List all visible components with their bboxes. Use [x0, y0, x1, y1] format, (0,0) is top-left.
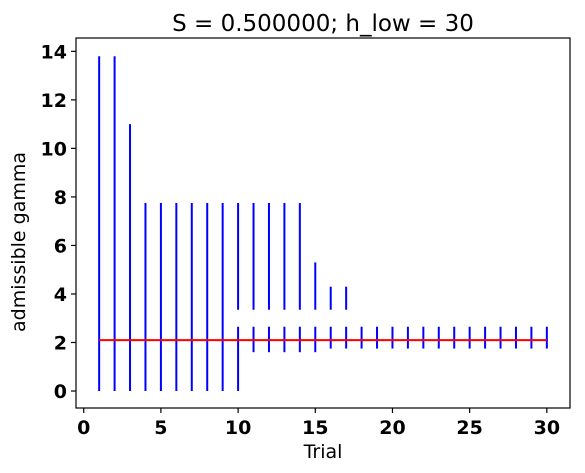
- y-tick-label-12: 12: [41, 90, 67, 112]
- y-tick-label-6: 6: [54, 235, 67, 257]
- x-tick-label-10: 10: [225, 417, 251, 439]
- plot-frame: [75, 37, 571, 409]
- x-tick-label-5: 5: [154, 417, 167, 439]
- x-axis-label: Trial: [303, 441, 343, 463]
- y-tick-label-10: 10: [41, 138, 67, 160]
- y-tick-label-8: 8: [54, 187, 67, 209]
- x-tick-label-25: 25: [456, 417, 482, 439]
- y-tick-label-4: 4: [54, 284, 67, 306]
- y-tick-label-14: 14: [41, 41, 67, 63]
- plot-area: 0 5 10 15 20 25 30 0 2 4 6 8 10 12 14: [41, 37, 571, 439]
- chart-title: S = 0.500000; h_low = 30: [172, 11, 474, 37]
- x-tick-label-20: 20: [379, 417, 405, 439]
- y-axis-label: admissible gamma: [8, 152, 30, 332]
- x-tick-label-15: 15: [302, 417, 328, 439]
- y-tick-label-2: 2: [54, 332, 67, 354]
- y-tick-label-0: 0: [54, 381, 67, 403]
- x-tick-label-0: 0: [77, 417, 90, 439]
- x-tick-label-30: 30: [534, 417, 560, 439]
